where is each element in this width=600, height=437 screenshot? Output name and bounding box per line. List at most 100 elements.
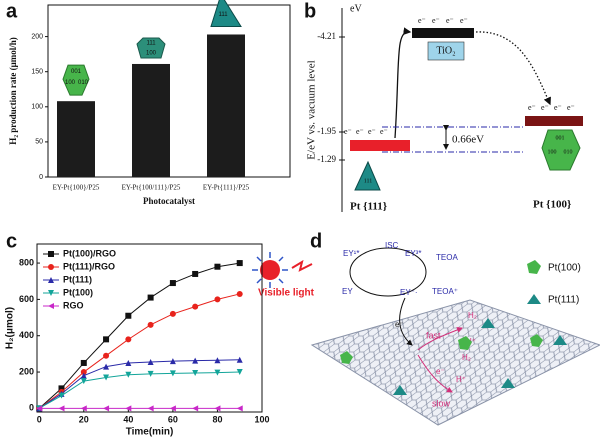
facet-label: 100 xyxy=(146,51,157,57)
legend-label: Pt(100)/RGO xyxy=(63,248,116,258)
point xyxy=(58,405,65,412)
legend-marker xyxy=(48,264,54,270)
particles xyxy=(340,318,567,395)
point xyxy=(103,363,110,370)
point xyxy=(80,369,87,376)
legend-marker xyxy=(48,290,54,296)
mechanism: Visible light ISC EY¹* EY³* TEOA TEOA⁺ E… xyxy=(252,241,600,426)
facet: 010 xyxy=(564,149,573,155)
point xyxy=(103,336,110,343)
electron: e⁻ xyxy=(436,367,445,376)
cycle-label: ISC xyxy=(385,241,399,250)
point xyxy=(125,336,132,343)
cycle-label: EY⁻· xyxy=(400,288,418,297)
electron: e⁻ xyxy=(541,103,549,112)
point xyxy=(214,263,221,270)
legend-label: RGO xyxy=(63,300,84,310)
electrons: e⁻ e⁻ e⁻ e⁻ e⁻ e⁻ e⁻ e⁻ e⁻ e⁻ e⁻ e⁻ xyxy=(344,16,575,136)
electron: e⁻ xyxy=(418,16,426,25)
arrow xyxy=(417,327,463,351)
cycle-label: EY³* xyxy=(405,249,421,258)
point xyxy=(147,370,154,377)
y-tick-label: 200 xyxy=(19,366,34,376)
point xyxy=(36,405,43,412)
point xyxy=(58,392,65,399)
x-tick-label: 0 xyxy=(37,414,42,424)
bar xyxy=(207,34,245,177)
electron: e⁻ xyxy=(432,16,440,25)
x-tick-label: EY-Pt{100}/P25 xyxy=(53,184,100,192)
legend-swatch xyxy=(527,260,541,274)
facet-label: 111 xyxy=(218,12,228,18)
legend-marker xyxy=(48,303,54,309)
point xyxy=(169,370,176,377)
point xyxy=(169,280,176,287)
arrow xyxy=(399,297,413,346)
gap-label: 0.66eV xyxy=(452,134,484,146)
x-axis-label: Time(min) xyxy=(126,427,174,437)
x-tick-label: 20 xyxy=(79,414,89,424)
facet-label: 010 xyxy=(78,80,89,86)
level-label: -1.95 xyxy=(317,126,336,136)
legend-label: Pt(100) xyxy=(63,287,93,297)
point xyxy=(214,296,221,303)
cycle-label: EY¹* xyxy=(343,249,359,258)
point xyxy=(236,260,243,267)
arrow xyxy=(417,354,453,393)
point xyxy=(80,359,87,366)
tio2-box xyxy=(427,41,465,61)
legend-label: Pt(111) xyxy=(63,274,92,284)
axis-label: E/eV vs. vacuum level xyxy=(306,60,318,159)
point xyxy=(169,405,176,412)
slow-label: slow xyxy=(432,398,451,408)
tio2-label: TiO₂ xyxy=(436,45,455,56)
x-tick-label: 40 xyxy=(123,414,133,424)
pt111-level xyxy=(350,140,410,151)
crystal-icon xyxy=(62,64,90,96)
cycle-label: TEOA⁺ xyxy=(432,287,458,296)
light-bolt xyxy=(291,259,313,272)
sun xyxy=(260,260,280,280)
electron: e⁻ xyxy=(380,127,388,136)
point xyxy=(125,312,132,319)
x-tick-label: 80 xyxy=(212,414,222,424)
cycle-label: TEOA xyxy=(436,253,458,262)
y-tick-label: 600 xyxy=(19,294,34,304)
level-label: -1.29 xyxy=(317,154,336,164)
electron: e⁻ xyxy=(567,103,575,112)
point xyxy=(58,385,65,392)
point xyxy=(236,356,243,363)
unit: eV xyxy=(350,3,362,14)
level-label: -4.21 xyxy=(317,31,336,41)
point xyxy=(236,290,243,297)
pt100-level xyxy=(525,116,583,126)
panel-label: b xyxy=(304,0,316,22)
facet-label: 111 xyxy=(146,41,156,47)
y-axis-label: H₂(μmol) xyxy=(5,307,16,349)
y-tick-label: 0 xyxy=(39,174,43,181)
x-tick-label: 60 xyxy=(168,414,178,424)
bar xyxy=(57,101,95,177)
point xyxy=(147,405,154,412)
x-tick-label: EY-Pt{111}/P25 xyxy=(203,184,250,192)
x-axis-label: Photocatalyst xyxy=(143,196,195,206)
sun-rays xyxy=(252,252,288,288)
point xyxy=(125,359,132,366)
point xyxy=(169,310,176,317)
facet: 100 xyxy=(548,149,557,155)
point xyxy=(192,405,199,412)
series-line xyxy=(38,359,240,409)
point xyxy=(103,352,110,359)
series-line xyxy=(38,262,240,409)
y-tick-label: 200 xyxy=(31,33,43,40)
electron: e⁻ xyxy=(446,16,454,25)
series-line xyxy=(38,371,240,409)
pt111-label: Pt {111} xyxy=(350,201,387,213)
h2-label: H₂ xyxy=(468,311,477,320)
facet: 001 xyxy=(556,135,565,141)
x-tick-label: EY-Pt{100/111}/P25 xyxy=(122,184,181,192)
pt100-crystal xyxy=(541,129,581,171)
point xyxy=(236,405,243,412)
pt100-label: Pt {100} xyxy=(533,199,571,211)
energy-diagram: eV -4.21 -1.95 -1.29 E/eV vs. vacuum lev… xyxy=(306,3,583,213)
